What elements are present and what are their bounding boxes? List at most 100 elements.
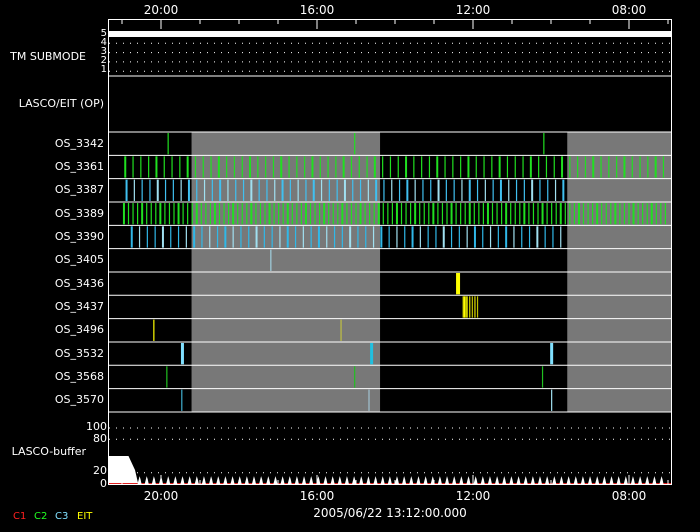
buffer-spike bbox=[495, 476, 500, 484]
buffer-spike bbox=[137, 476, 142, 484]
buffer-spike bbox=[630, 476, 635, 484]
row-label: OS_3496 bbox=[54, 323, 104, 336]
buffer-spike bbox=[151, 476, 156, 484]
buffer-spike bbox=[602, 476, 607, 484]
legend-c1: C1 bbox=[13, 511, 27, 522]
plot-frame bbox=[108, 19, 672, 485]
top-tick-label: 16:00 bbox=[299, 3, 335, 17]
buffer-spike bbox=[330, 476, 335, 484]
buffer-spike bbox=[595, 476, 600, 484]
top-tick-label: 20:00 bbox=[143, 3, 179, 17]
buffer-spike bbox=[266, 476, 271, 484]
buffer-spike bbox=[273, 476, 278, 484]
row-label: OS_3390 bbox=[54, 230, 104, 243]
buffer-spike bbox=[466, 476, 471, 484]
buffer-spike bbox=[523, 476, 528, 484]
bottom-tick-label: 20:00 bbox=[143, 489, 179, 503]
buffer-spike bbox=[387, 476, 392, 484]
buffer-spike bbox=[645, 476, 650, 484]
row-label: OS_3387 bbox=[54, 183, 104, 196]
tm-submode-label: TM SUBMODE bbox=[10, 50, 86, 63]
buffer-spike bbox=[437, 476, 442, 484]
top-tick-label: 12:00 bbox=[455, 3, 491, 17]
row-label: OS_3405 bbox=[54, 253, 104, 266]
buffer-spike bbox=[323, 476, 328, 484]
buffer-spike bbox=[409, 476, 414, 484]
buffer-spike bbox=[609, 476, 614, 484]
buffer-spike bbox=[230, 476, 235, 484]
bottom-tick-label: 08:00 bbox=[611, 489, 647, 503]
buffer-spike bbox=[509, 476, 514, 484]
buffer-spike bbox=[223, 476, 228, 484]
buffer-spike bbox=[516, 476, 521, 484]
buffer-spike bbox=[559, 476, 564, 484]
row-label: OS_3570 bbox=[54, 393, 104, 406]
tm-submode-bar bbox=[109, 31, 671, 37]
legend-c2: C2 bbox=[34, 511, 48, 522]
buffer-spike bbox=[623, 476, 628, 484]
buffer-spike bbox=[473, 476, 478, 484]
buffer-spike bbox=[309, 476, 314, 484]
buffer-spike bbox=[201, 476, 206, 484]
bottom-tick-label: 12:00 bbox=[455, 489, 491, 503]
buffer-spike bbox=[566, 476, 571, 484]
buffer-spike bbox=[344, 476, 349, 484]
buffer-spike bbox=[652, 476, 657, 484]
buffer-spike bbox=[394, 476, 399, 484]
buffer-spike bbox=[552, 476, 557, 484]
buffer-spike bbox=[173, 476, 178, 484]
buffer-spike bbox=[180, 476, 185, 484]
buffer-spike bbox=[537, 476, 542, 484]
buffer-spike bbox=[216, 476, 221, 484]
buffer-spike bbox=[452, 476, 457, 484]
buffer-spike bbox=[416, 476, 421, 484]
buffer-spike bbox=[530, 476, 535, 484]
row-label: OS_3436 bbox=[54, 277, 104, 290]
lasco-eit-op-label: LASCO/EIT (OP) bbox=[18, 97, 104, 110]
buffer-spike bbox=[251, 476, 256, 484]
tm-level-1: 1 bbox=[100, 64, 107, 75]
legend-eit: EIT bbox=[77, 511, 93, 522]
buffer-spike bbox=[480, 476, 485, 484]
buffer-tick-20: 20 bbox=[93, 464, 107, 477]
buffer-spike bbox=[166, 476, 171, 484]
buffer-label: LASCO-buffer bbox=[11, 445, 86, 458]
tm-level-3: 3 bbox=[100, 46, 107, 57]
date-label: 2005/06/22 13:12:00.000 bbox=[313, 506, 467, 520]
buffer-tick-100: 100 bbox=[86, 420, 107, 433]
buffer-spike bbox=[237, 476, 242, 484]
buffer-spike bbox=[187, 476, 192, 484]
buffer-spike bbox=[209, 476, 214, 484]
row-label: OS_3389 bbox=[54, 207, 104, 220]
buffer-spike bbox=[573, 476, 578, 484]
buffer-spike bbox=[545, 476, 550, 484]
buffer-tick-0: 0 bbox=[100, 477, 107, 490]
buffer-spike bbox=[445, 476, 449, 484]
bottom-tick-label: 16:00 bbox=[299, 489, 335, 503]
buffer-tick-80: 80 bbox=[93, 432, 107, 445]
buffer-spike bbox=[244, 476, 249, 484]
legend-c3: C3 bbox=[55, 511, 69, 522]
buffer-spike bbox=[638, 476, 643, 484]
row-label: OS_3568 bbox=[54, 370, 104, 383]
buffer-spike bbox=[502, 476, 507, 484]
buffer-spike bbox=[144, 476, 149, 484]
buffer-spike bbox=[302, 476, 306, 484]
buffer-spike bbox=[287, 476, 292, 484]
row-label: OS_3532 bbox=[54, 347, 104, 360]
buffer-spike bbox=[616, 476, 621, 484]
tm-level-5: 5 bbox=[100, 28, 107, 39]
buffer-spike bbox=[359, 476, 364, 484]
buffer-spike bbox=[580, 476, 585, 484]
buffer-spike bbox=[402, 476, 407, 484]
buffer-spike bbox=[259, 476, 264, 484]
row-label: OS_3437 bbox=[54, 300, 104, 313]
buffer-spike bbox=[280, 476, 285, 484]
buffer-spike bbox=[194, 476, 199, 484]
buffer-spike bbox=[373, 476, 378, 484]
buffer-spike bbox=[487, 476, 492, 484]
buffer-spike bbox=[423, 476, 428, 484]
tm-level-2: 2 bbox=[100, 55, 107, 66]
buffer-spike bbox=[380, 476, 385, 484]
